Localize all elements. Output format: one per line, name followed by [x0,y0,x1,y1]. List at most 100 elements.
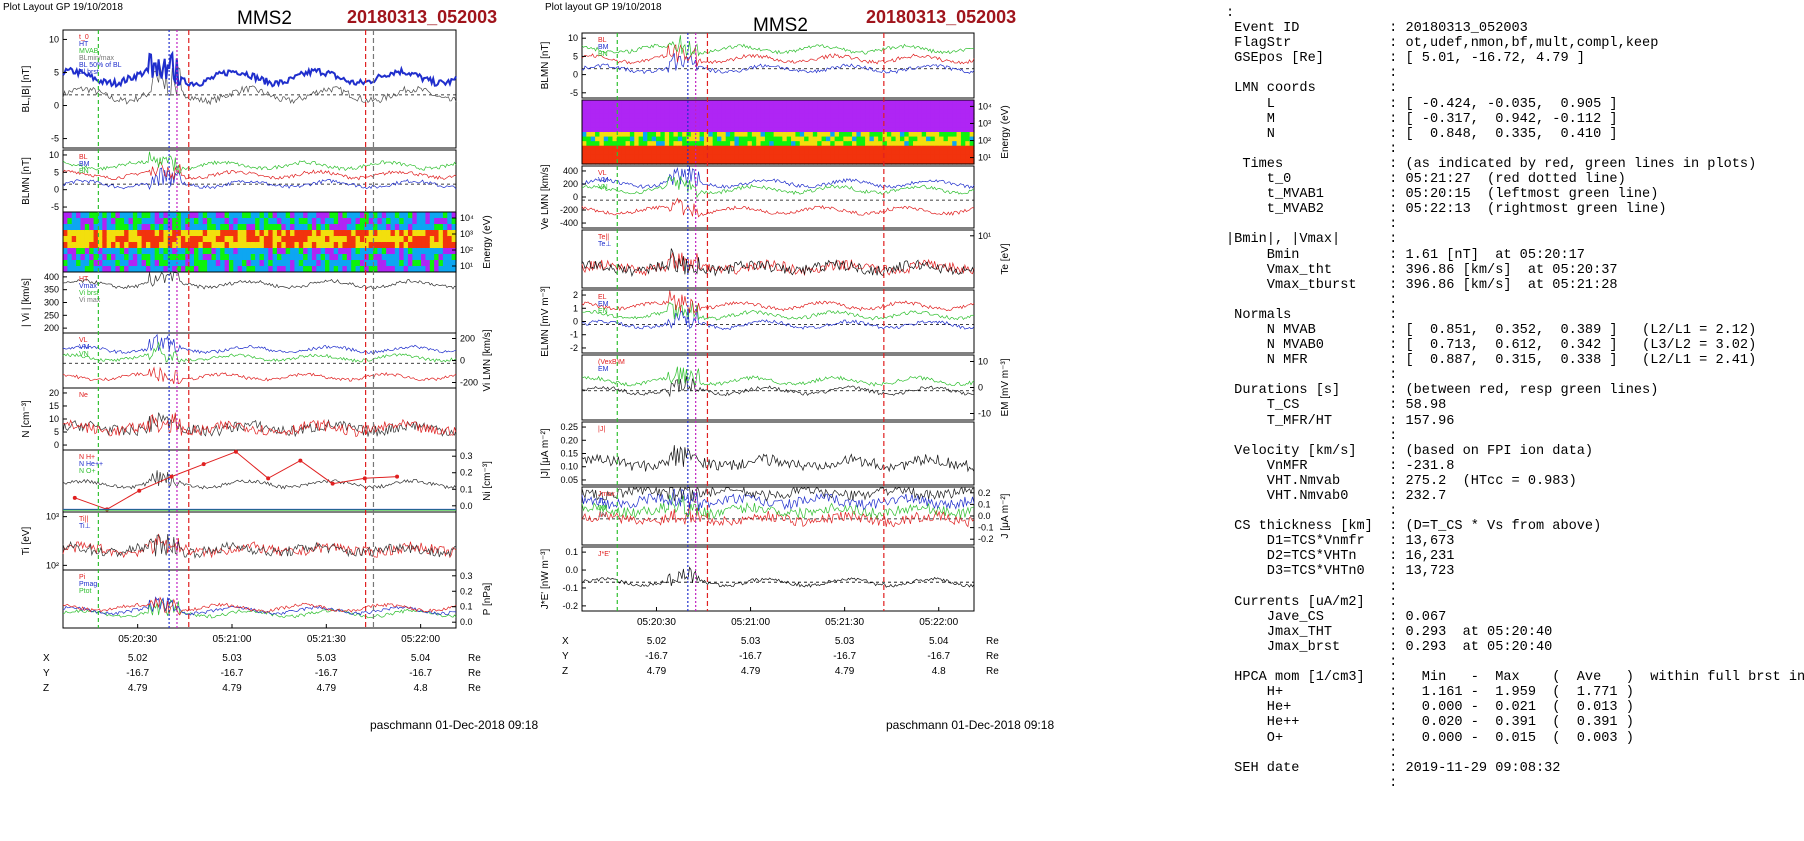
spectrogram-cell [67,260,73,267]
spectrogram-cell [119,242,125,249]
spectrogram-cell [621,113,627,119]
spectrogram-cell [804,154,810,161]
spectrogram-cell [320,242,326,249]
spectrogram-cell [673,118,679,124]
y-tick-label: 0.10 [560,462,578,472]
spectrogram-cell [825,132,831,138]
spectrogram-cell [451,266,457,273]
legend-entry: BL [79,154,88,161]
panel-hpca: 0.30.20.10.0Ni [cm⁻³]N H+N He++N O+ [62,449,493,513]
spectrogram-cell [163,254,169,261]
spectrogram-cell [373,248,378,255]
spectrogram-cell [786,109,792,115]
spectrogram-cell [128,260,134,267]
spectrogram-cell [939,113,945,119]
spectrogram-cell [956,154,962,161]
spectrogram-cell [660,127,666,133]
spectrogram-cell [325,212,330,219]
spectrogram-cell [682,127,688,133]
spectrogram-cell [773,113,779,119]
series-line [581,488,975,512]
spectrogram-cell [956,150,962,156]
spectrogram-cell [359,224,365,231]
spectrogram-cell [821,113,827,119]
spectrogram-cell [808,109,814,115]
spectrogram-cell [207,248,213,255]
right-tick-label: 0 [460,356,465,366]
spectrogram-cell [242,230,247,237]
spectrogram-cell [778,104,783,110]
spectrogram-cell [730,132,736,138]
spectrogram-cell [71,242,77,249]
spectrogram-cell [316,212,322,219]
spectrogram-cell [651,109,657,115]
spectrogram-cell [669,145,675,151]
right-axis-label: EM [mV m⁻³] [1000,358,1011,416]
spectrogram-cell [869,145,875,151]
ephem-unit: Re [986,651,999,662]
spectrogram-cell [294,230,300,237]
spectrogram-cell [952,127,958,133]
spectrogram-cell [172,224,178,231]
spectrogram-cell [303,230,309,237]
spectrogram-cell [682,104,688,110]
spectrogram-cell [150,254,156,261]
spectrogram-cell [342,248,348,255]
spectrogram-cell [664,145,670,151]
spectrogram-cell [307,248,313,255]
spectrogram-cell [320,236,326,243]
spectrogram-cell [294,224,300,231]
spectrogram-cell [939,159,945,165]
spectrogram-cell [442,266,448,273]
spectrogram-cell [434,254,440,261]
spectrogram-cell [703,100,709,106]
spectrogram-cell [451,236,457,243]
spectrogram-cell [682,122,688,129]
spectrogram-cell [399,260,405,267]
spectrogram-cell [163,236,169,243]
spectrogram-cell [407,236,413,243]
spectrogram-cell [799,159,805,165]
spectrogram-cell [586,132,592,138]
spectrogram-cell [115,248,121,255]
ephem-row-label: X [562,636,569,647]
spectrogram-cell [233,242,239,249]
summary-line: t_MVAB1 : 05:20:15 (leftmost green line) [1266,187,1659,203]
spectrogram-cell [721,132,727,138]
spectrogram-cell [847,118,853,124]
spectrogram-cell [830,159,836,165]
spectrogram-cell [89,224,95,231]
spectrogram-cell [416,218,422,225]
x-tick-label: 05:22:00 [919,617,958,628]
spectrogram-cell [137,260,143,267]
spectrogram-cell [119,254,125,261]
spectrogram-cell [795,159,801,165]
spectrogram-cell [399,254,405,261]
spectrogram-cell [956,122,962,129]
spectrogram-cell [586,150,592,156]
hplus-point [169,474,174,479]
spectrogram-cell [812,150,818,156]
spectrogram-cell [856,154,862,161]
spectrogram-cell [359,212,365,219]
spectrogram-cell [586,118,592,124]
spectrogram-cell [268,218,274,225]
spectrogram-cell [738,136,744,142]
spectrogram-cell [303,242,309,249]
spectrogram-cell [721,113,727,119]
y-tick-label: 0.0 [565,565,578,575]
panel-frame [581,421,975,486]
spectrogram-cell [612,141,618,147]
spectrogram-cell [913,100,918,106]
right-tick-label: 0.2 [460,586,473,596]
spectrogram-cell [582,104,587,110]
spectrogram-cell [734,118,740,124]
spectrogram-cell [769,127,775,133]
spectrogram-cell [708,136,714,142]
spectrogram-cell [132,260,138,267]
spectrogram-cell [202,230,208,237]
spectrogram-cell [738,104,744,110]
spectrogram-cell [913,118,918,124]
